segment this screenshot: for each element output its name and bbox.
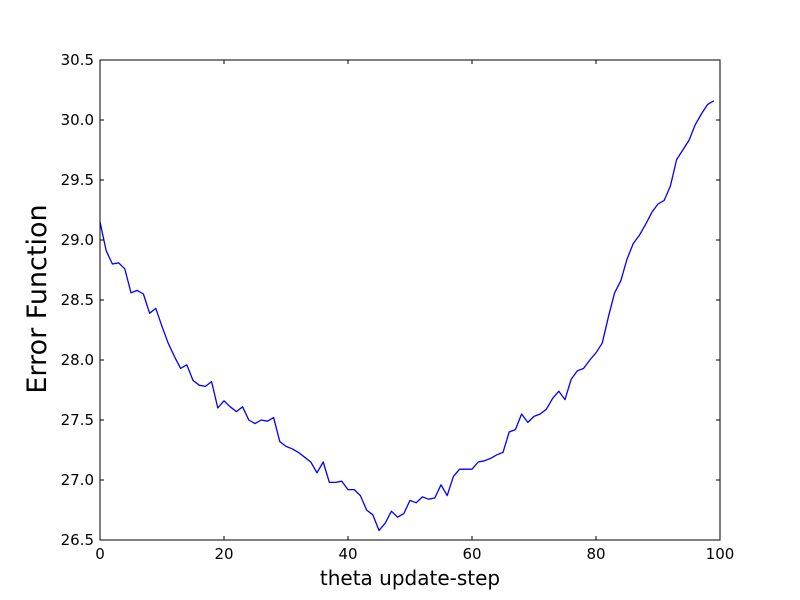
y-tick-label: 29.0 xyxy=(61,231,94,249)
y-tick-label: 28.0 xyxy=(61,351,94,369)
y-tick-label: 30.5 xyxy=(61,51,94,69)
plot-area: 0 20 40 60 80 100 26.5 27.0 27.5 28.0 28.5 29.0 29.5… xyxy=(61,51,735,563)
y-tick-label: 28.5 xyxy=(61,291,94,309)
x-tick-label: 40 xyxy=(338,545,357,563)
y-tick-label: 30.0 xyxy=(61,111,94,129)
y-axis-label: Error Function xyxy=(22,204,53,393)
x-axis-label: theta update-step xyxy=(320,566,500,590)
y-tick-label: 26.5 xyxy=(61,531,94,549)
y-tick-label: 27.0 xyxy=(61,471,94,489)
x-tick-label: 0 xyxy=(95,545,105,563)
x-tick-label: 80 xyxy=(586,545,605,563)
x-tick-label: 100 xyxy=(706,545,735,563)
y-tick-label: 27.5 xyxy=(61,411,94,429)
x-tick-label: 60 xyxy=(462,545,481,563)
series-line xyxy=(99,100,715,532)
x-tick-label: 20 xyxy=(214,545,233,563)
y-tick-label: 29.5 xyxy=(61,171,94,189)
